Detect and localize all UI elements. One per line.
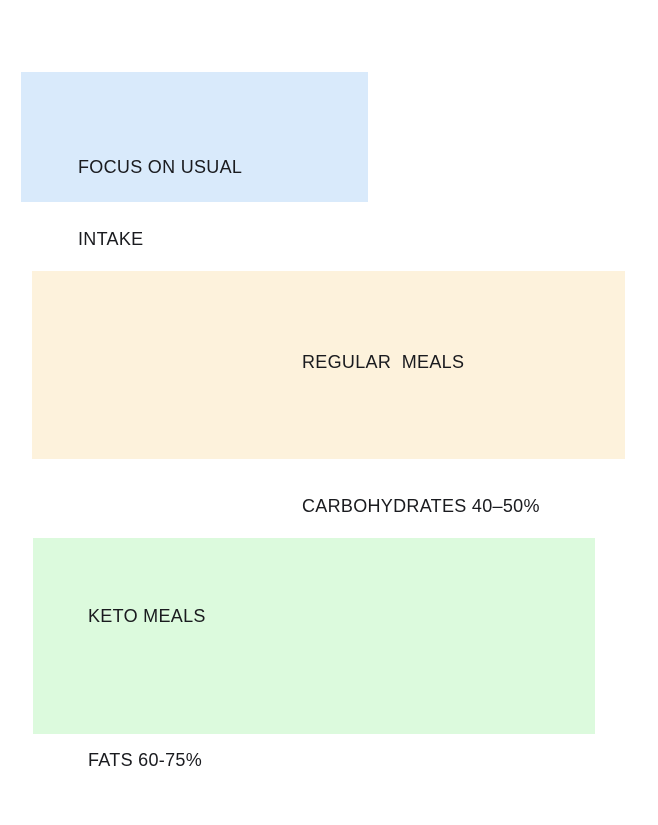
focus-intake-card: FOCUS ON USUAL INTAKE (21, 72, 368, 249)
regular-meals-spacer (302, 422, 615, 446)
regular-meals-card: REGULAR MEALS CARBOHYDRATES 40–50% PROTE… (32, 271, 625, 660)
regular-meals-macro-carbohydrates: CARBOHYDRATES 40–50% (302, 496, 540, 516)
keto-meals-card: KETO MEALS FATS 60-75% PROTEIN 15-30% CA… (33, 538, 595, 825)
focus-intake-text: FOCUS ON USUAL INTAKE (78, 107, 352, 299)
keto-meals-text: KETO MEALS FATS 60-75% PROTEIN 15-30% CA… (88, 556, 585, 825)
keto-meals-title: KETO MEALS (88, 606, 206, 626)
focus-intake-line2: INTAKE (78, 229, 144, 249)
focus-intake-line1: FOCUS ON USUAL (78, 157, 243, 177)
regular-meals-title: REGULAR MEALS (302, 352, 465, 372)
keto-meals-spacer (88, 676, 585, 700)
keto-meals-macro-protein: PROTEIN 15-30% (88, 820, 585, 825)
keto-meals-macro-fats: FATS 60-75% (88, 750, 203, 770)
